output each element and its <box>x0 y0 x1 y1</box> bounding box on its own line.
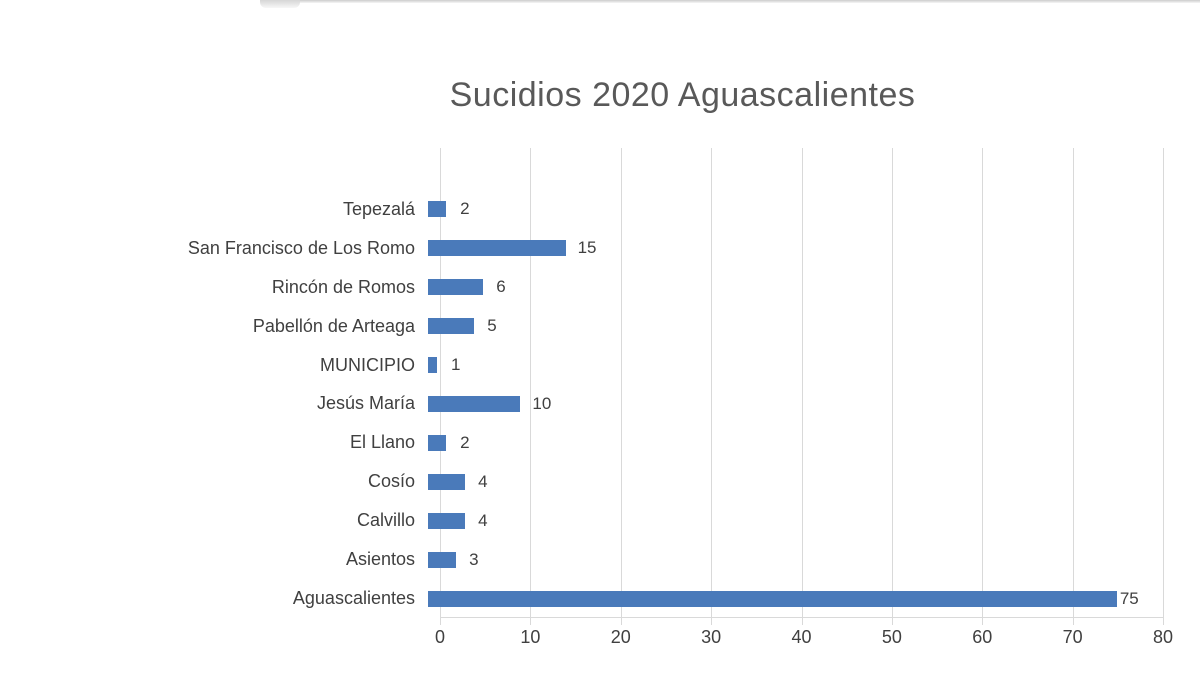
category-label: Calvillo <box>356 510 415 531</box>
value-label: 1 <box>451 355 461 375</box>
bar <box>428 279 484 296</box>
gridline <box>440 148 441 618</box>
value-label: 10 <box>532 393 552 413</box>
bar-row: MUNICIPIO 1 <box>150 346 1163 385</box>
plot-area <box>440 148 1164 625</box>
value-label: 2 <box>460 432 470 452</box>
value-label: 6 <box>496 277 506 297</box>
gridline <box>711 148 713 618</box>
category-label: San Francisco de Los Romo <box>187 237 415 258</box>
bar-track: 2 <box>428 190 1163 229</box>
gridline <box>1163 148 1164 618</box>
axis-tick-mark <box>440 618 441 625</box>
value-label: 75 <box>1119 588 1139 608</box>
x-axis-tick-label: 60 <box>972 627 993 647</box>
value-label: 5 <box>487 316 497 336</box>
x-axis-line <box>440 617 1163 618</box>
gridline <box>620 148 622 618</box>
gridline <box>982 148 984 618</box>
bar <box>428 473 465 490</box>
bar-row: Cosío 4 <box>150 462 1163 501</box>
gridline <box>891 148 893 618</box>
bar-track: 75 <box>428 579 1163 618</box>
bar <box>428 395 520 412</box>
value-label: 4 <box>478 471 488 491</box>
bar-track: 4 <box>428 462 1163 501</box>
x-axis-tick-label: 10 <box>520 627 541 647</box>
x-axis-tick-label: 50 <box>881 627 902 647</box>
gridline <box>1072 148 1074 618</box>
bar-track: 5 <box>428 307 1163 346</box>
value-label: 4 <box>478 510 488 530</box>
gridline <box>530 148 532 618</box>
bar-row: Jesús María 10 <box>150 385 1163 424</box>
bar <box>428 240 566 257</box>
category-label: Asientos <box>345 549 415 570</box>
bar-track: 1 <box>428 346 1163 385</box>
axis-tick-mark <box>801 618 803 625</box>
bar-track: 15 <box>428 229 1163 268</box>
x-axis-tick-label: 40 <box>791 627 812 647</box>
axis-tick-mark <box>982 618 984 625</box>
bar <box>428 318 474 335</box>
value-label: 15 <box>577 238 597 258</box>
bar-rows: Tepezalá 2 San Francisco de Los Romo 15 Rinc… <box>150 190 1163 618</box>
bar-row: Calvillo 4 <box>150 501 1163 540</box>
bar-row: El Llano 2 <box>150 423 1163 462</box>
gridline <box>801 148 803 618</box>
x-axis-tick-label: 70 <box>1062 627 1083 647</box>
bar-row: Aguascalientes 75 <box>150 579 1163 618</box>
bar-row: Rincón de Romos 6 <box>150 268 1163 307</box>
bar <box>428 357 438 374</box>
axis-tick-mark <box>1072 618 1074 625</box>
bar-track: 10 <box>428 385 1163 424</box>
category-label: El Llano <box>349 432 415 453</box>
axis-tick-mark <box>620 618 622 625</box>
bar-track: 6 <box>428 268 1163 307</box>
bar-track: 3 <box>428 540 1163 579</box>
x-axis-tick-label: 20 <box>610 627 631 647</box>
axis-tick-mark <box>711 618 713 625</box>
bar <box>428 512 465 529</box>
value-label: 2 <box>460 199 470 219</box>
category-label: Aguascalientes <box>292 588 415 609</box>
bar-row: Asientos 3 <box>150 540 1163 579</box>
chart-title: Sucidios 2020 Aguascalientes <box>449 76 916 114</box>
bar <box>428 590 1118 607</box>
bar-track: 2 <box>428 423 1163 462</box>
top-edge-artifact <box>260 0 1200 8</box>
x-axis-tick-label: 0 <box>434 627 445 647</box>
axis-tick-mark <box>891 618 893 625</box>
x-axis-tick-label: 80 <box>1152 627 1174 647</box>
axis-tick-mark <box>530 618 532 625</box>
category-label: Pabellón de Arteaga <box>252 315 415 336</box>
x-axis-tick-labels: 0 10 20 30 40 50 60 70 80 <box>435 627 1173 653</box>
bar-row: Tepezalá 2 <box>150 190 1163 229</box>
category-label: Jesús María <box>316 393 415 414</box>
category-label: Cosío <box>367 471 415 492</box>
bar <box>428 201 447 218</box>
bar <box>428 551 456 568</box>
axis-tick-mark <box>1163 618 1164 625</box>
category-label: Rincón de Romos <box>271 276 415 297</box>
bar-row: Pabellón de Arteaga 5 <box>150 307 1163 346</box>
category-label: MUNICIPIO <box>319 354 415 375</box>
category-label: Tepezalá <box>342 198 415 219</box>
bar <box>428 434 447 451</box>
bar-track: 4 <box>428 501 1163 540</box>
x-axis-tick-label: 30 <box>701 627 722 647</box>
value-label: 3 <box>469 549 479 569</box>
bar-row: San Francisco de Los Romo 15 <box>150 229 1163 268</box>
